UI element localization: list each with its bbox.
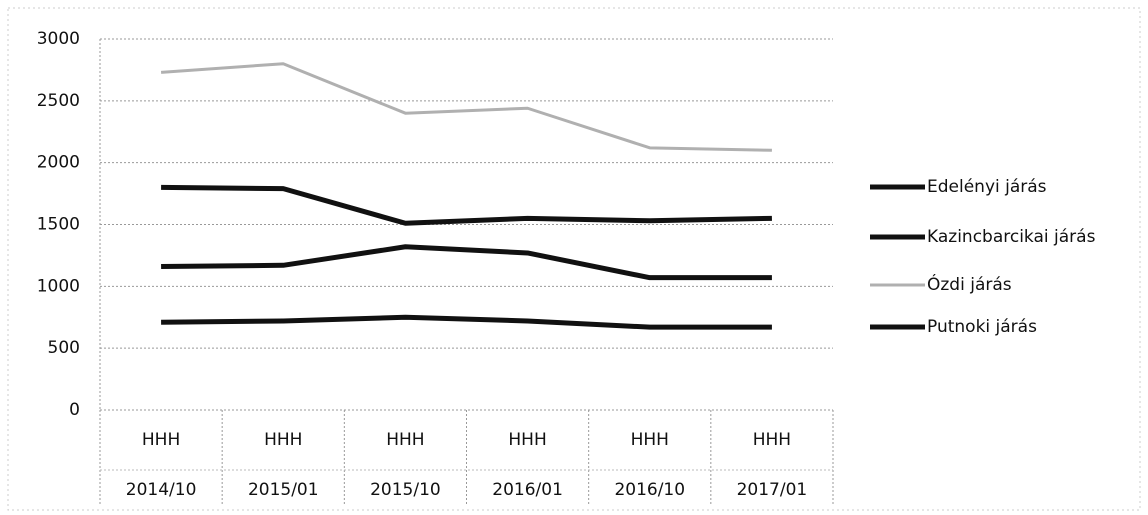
x-tick-label: HHH	[753, 430, 791, 450]
y-tick-label: 500	[48, 338, 80, 358]
series-line	[160, 62, 772, 152]
x-tick-label: HHH	[508, 430, 546, 450]
x-tick-label: 2015/01	[248, 480, 319, 500]
x-tick-label: HHH	[264, 430, 302, 450]
x-tick-label: HHH	[386, 430, 424, 450]
x-tick-label: 2017/01	[737, 480, 808, 500]
chart-border	[7, 7, 1141, 511]
x-tick-label: 2014/10	[126, 480, 197, 500]
x-tick-label: HHH	[631, 430, 669, 450]
y-tick-label: 2000	[37, 153, 80, 173]
y-tick-label: 1500	[37, 215, 80, 235]
legend-label: Putnoki járás	[927, 317, 1037, 337]
series-line	[161, 314, 772, 330]
legend-label: Edelényi járás	[927, 177, 1047, 197]
y-tick-label: 2500	[37, 91, 80, 111]
series-line	[161, 244, 772, 281]
legend-label: Ózdi járás	[927, 273, 1012, 295]
x-tick-label: 2016/10	[614, 480, 685, 500]
y-tick-label: 3000	[37, 29, 80, 49]
y-tick-label: 0	[69, 400, 80, 420]
legend-label: Kazincbarcikai járás	[927, 227, 1096, 247]
x-tick-label: 2016/01	[492, 480, 563, 500]
x-tick-label: 2015/10	[370, 480, 441, 500]
y-tick-label: 1000	[37, 276, 80, 296]
x-tick-label: HHH	[142, 430, 180, 450]
series-line	[161, 184, 772, 226]
